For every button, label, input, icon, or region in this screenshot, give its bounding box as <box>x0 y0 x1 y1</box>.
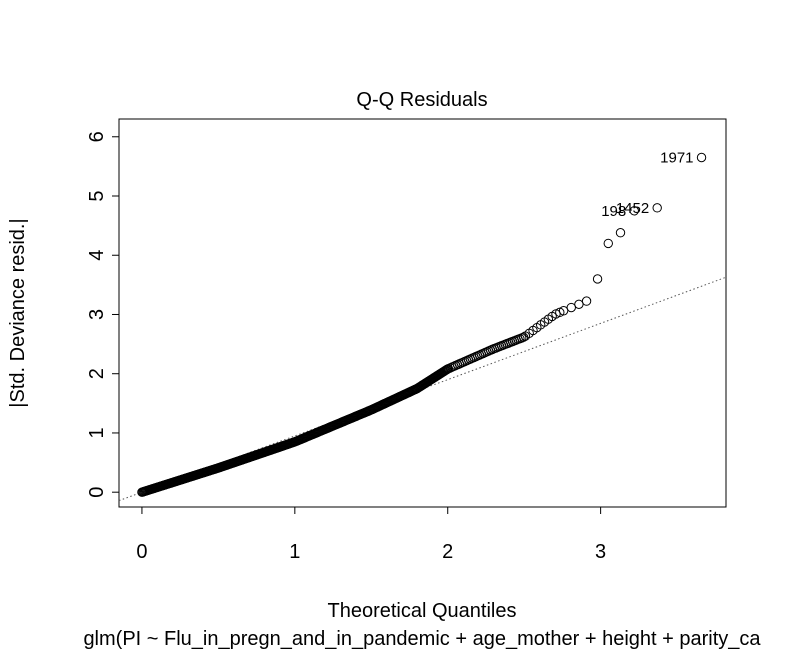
outlier-point <box>696 152 707 163</box>
x-tick-label: 0 <box>136 541 147 563</box>
outlier-point <box>592 274 603 284</box>
outlier-label: 1971 <box>660 150 693 167</box>
plot-frame <box>118 118 727 508</box>
data-point <box>566 302 576 313</box>
y-tick-label: 4 <box>86 250 108 261</box>
y-tick-label: 5 <box>86 190 108 201</box>
y-tick-label: 0 <box>86 487 108 498</box>
x-axis: 0 1 2 3 <box>136 506 606 563</box>
y-axis-label: |Std. Deviance resid.| <box>7 218 29 407</box>
model-caption: glm(PI ~ Flu_in_pregn_and_in_pandemic + … <box>83 628 761 650</box>
data-point <box>574 299 584 310</box>
x-tick-label: 1 <box>289 541 300 563</box>
y-tick-label: 2 <box>86 368 108 379</box>
x-tick-label: 2 <box>442 541 453 563</box>
outlier-point <box>615 228 626 238</box>
chart-title: Q-Q Residuals <box>356 89 487 111</box>
data-points <box>137 152 707 497</box>
y-axis: 0 1 2 3 4 5 6 <box>86 131 120 498</box>
y-tick-label: 3 <box>86 309 108 320</box>
outlier-label: 1452 <box>616 200 649 217</box>
data-point <box>558 306 569 316</box>
y-tick-label: 1 <box>86 427 108 438</box>
outlier-label: 198 <box>601 203 626 220</box>
x-tick-label: 3 <box>595 541 606 563</box>
y-tick-label: 6 <box>86 131 108 142</box>
outlier-point <box>629 206 639 216</box>
outlier-point <box>652 203 662 213</box>
outlier-point <box>603 238 613 249</box>
data-point <box>581 296 592 306</box>
x-axis-label: Theoretical Quantiles <box>328 600 517 622</box>
